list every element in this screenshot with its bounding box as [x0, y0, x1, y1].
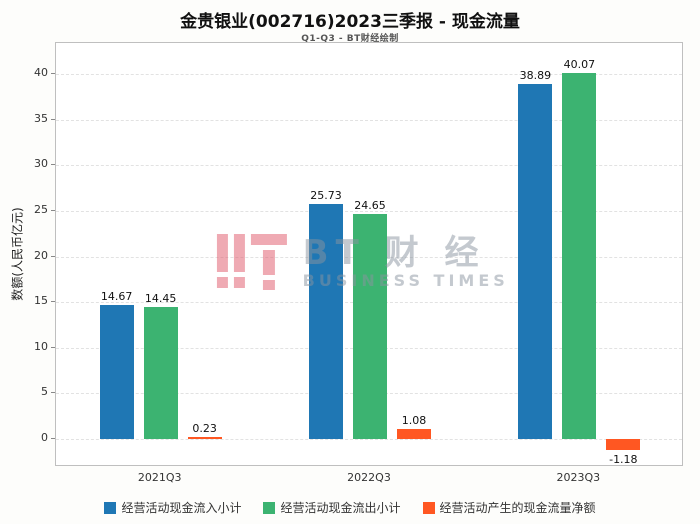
- y-tick-mark: [51, 164, 55, 166]
- y-tick-label: 5: [41, 385, 48, 399]
- bar-value-label: 0.23: [192, 421, 217, 435]
- gridline: [56, 119, 682, 121]
- bar-2022Q3-series2: [353, 214, 387, 439]
- x-tick-label: 2022Q3: [347, 471, 391, 484]
- y-tick-label: 40: [34, 66, 48, 80]
- bar-value-label: 40.07: [563, 58, 596, 72]
- y-tick-mark: [51, 346, 55, 348]
- bar-value-label: 24.65: [354, 199, 386, 213]
- bar-value-label: 38.89: [519, 69, 552, 83]
- bar-2023Q3-series2: [562, 73, 597, 439]
- logo-bar-mid: [233, 234, 245, 289]
- gridline: [56, 165, 682, 167]
- legend-item: 经营活动现金流入小计: [104, 499, 241, 516]
- bar-value-label: -1.18: [609, 452, 638, 466]
- bar-2021Q3-series2: [143, 307, 178, 439]
- chart-subtitle: Q1-Q3 - BT财经绘制: [301, 34, 399, 44]
- legend-item: 经营活动产生的现金流量净额: [422, 499, 596, 516]
- gridline: [56, 438, 682, 440]
- x-tick-label: 2023Q3: [556, 471, 601, 484]
- legend-label: 经营活动产生的现金流量净额: [439, 501, 596, 515]
- y-tick-mark: [51, 255, 55, 257]
- bar-2023Q3-series1: [518, 84, 553, 439]
- legend-swatch: [263, 501, 276, 514]
- y-tick-mark: [51, 73, 55, 75]
- bar-value-label: 25.73: [310, 189, 342, 203]
- y-tick-mark: [51, 437, 55, 439]
- legend-swatch: [422, 501, 435, 514]
- logo-bar-left: [216, 234, 228, 289]
- legend-label: 经营活动现金流出小计: [280, 501, 401, 515]
- bt-logo-icon: [216, 234, 287, 291]
- gridline: [56, 74, 682, 76]
- legend: 经营活动现金流入小计 经营活动现金流出小计 经营活动产生的现金流量净额: [0, 499, 700, 516]
- gridline: [56, 210, 682, 212]
- legend-swatch: [104, 501, 117, 514]
- y-tick-mark: [51, 392, 55, 394]
- plot-area: BT 财 经 BUSINESS TIMES 14.67 14.45 0.23 25.7…: [55, 42, 683, 466]
- x-tick-label: 2021Q3: [137, 471, 182, 484]
- logo-t-shape: [250, 234, 287, 291]
- bar-value-label: 14.45: [144, 292, 177, 306]
- y-tick-label: 15: [34, 294, 48, 308]
- y-tick-mark: [51, 118, 55, 120]
- bar-value-label: 14.67: [100, 290, 133, 304]
- y-tick-mark: [51, 209, 55, 211]
- bar-2022Q3-series1: [309, 204, 343, 439]
- legend-label: 经营活动现金流入小计: [121, 501, 242, 515]
- y-tick-mark: [51, 301, 55, 303]
- y-tick-label: 35: [34, 111, 48, 125]
- y-tick-label: 30: [34, 157, 48, 171]
- bar-2021Q3-series3: [187, 436, 222, 439]
- y-tick-label: 10: [34, 339, 48, 353]
- legend-item: 经营活动现金流出小计: [263, 499, 401, 516]
- bar-value-label: 1.08: [401, 414, 427, 428]
- bar-2021Q3-series1: [99, 305, 134, 439]
- chart-title: 金贵银业(002716)2023三季报 - 现金流量: [180, 12, 520, 32]
- y-tick-label: 25: [34, 202, 48, 216]
- bar-2023Q3-series3: [606, 438, 641, 450]
- bar-2022Q3-series3: [397, 429, 431, 439]
- y-tick-label: 0: [41, 430, 48, 444]
- y-tick-label: 20: [34, 248, 48, 262]
